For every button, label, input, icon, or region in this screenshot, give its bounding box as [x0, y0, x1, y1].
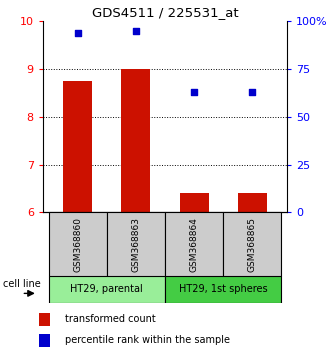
Bar	[165, 276, 281, 303]
Text: cell line: cell line	[3, 279, 41, 289]
Text: GSM368863: GSM368863	[131, 217, 141, 272]
Text: transformed count: transformed count	[65, 314, 156, 324]
Bar	[121, 69, 150, 212]
Bar	[180, 193, 209, 212]
Bar	[49, 276, 165, 303]
Bar	[165, 212, 223, 276]
Point	[191, 89, 197, 95]
Bar	[39, 313, 50, 326]
Text: percentile rank within the sample: percentile rank within the sample	[65, 335, 230, 345]
Point	[133, 28, 139, 34]
Text: GSM368860: GSM368860	[73, 217, 82, 272]
Text: GSM368864: GSM368864	[189, 217, 199, 272]
Title: GDS4511 / 225531_at: GDS4511 / 225531_at	[92, 6, 238, 19]
Text: HT29, 1st spheres: HT29, 1st spheres	[179, 284, 267, 295]
Bar	[63, 81, 92, 212]
Bar	[39, 334, 50, 347]
Bar	[223, 212, 281, 276]
Text: HT29, parental: HT29, parental	[71, 284, 143, 295]
Bar	[49, 212, 107, 276]
Text: GSM368865: GSM368865	[248, 217, 257, 272]
Point	[249, 89, 255, 95]
Bar	[107, 212, 165, 276]
Point	[75, 30, 81, 35]
Bar	[238, 193, 267, 212]
